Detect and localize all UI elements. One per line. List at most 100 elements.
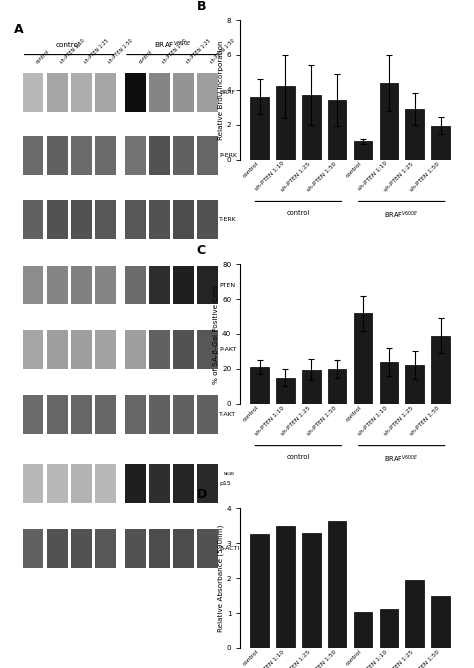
FancyBboxPatch shape <box>173 200 194 239</box>
Text: sh-PTEN 1:50: sh-PTEN 1:50 <box>107 38 134 64</box>
FancyBboxPatch shape <box>173 395 194 434</box>
FancyBboxPatch shape <box>125 464 146 503</box>
Y-axis label: Relative Absorbance (590nm): Relative Absorbance (590nm) <box>218 524 224 632</box>
Text: BRAF$^{V600E}$: BRAF$^{V600E}$ <box>384 454 419 466</box>
Text: β-ACTIN: β-ACTIN <box>219 546 245 551</box>
FancyBboxPatch shape <box>125 200 146 239</box>
FancyBboxPatch shape <box>149 200 170 239</box>
FancyBboxPatch shape <box>95 529 116 568</box>
FancyBboxPatch shape <box>173 266 194 305</box>
Text: B: B <box>196 0 206 13</box>
FancyBboxPatch shape <box>95 464 116 503</box>
Bar <box>328 520 346 648</box>
FancyBboxPatch shape <box>71 464 91 503</box>
FancyBboxPatch shape <box>197 73 218 112</box>
FancyBboxPatch shape <box>149 529 170 568</box>
FancyBboxPatch shape <box>197 136 218 174</box>
FancyBboxPatch shape <box>149 330 170 369</box>
FancyBboxPatch shape <box>23 73 44 112</box>
FancyBboxPatch shape <box>173 464 194 503</box>
Bar <box>328 100 346 160</box>
FancyBboxPatch shape <box>46 266 67 305</box>
Bar <box>354 313 372 403</box>
Bar <box>354 141 372 160</box>
Bar <box>302 370 320 403</box>
FancyBboxPatch shape <box>46 136 67 174</box>
Bar <box>380 362 398 403</box>
FancyBboxPatch shape <box>125 136 146 174</box>
FancyBboxPatch shape <box>71 330 91 369</box>
FancyBboxPatch shape <box>23 464 44 503</box>
FancyBboxPatch shape <box>46 395 67 434</box>
FancyBboxPatch shape <box>46 529 67 568</box>
FancyBboxPatch shape <box>46 330 67 369</box>
FancyBboxPatch shape <box>23 266 44 305</box>
FancyBboxPatch shape <box>125 266 146 305</box>
Text: p15: p15 <box>219 481 231 486</box>
FancyBboxPatch shape <box>71 200 91 239</box>
FancyBboxPatch shape <box>173 136 194 174</box>
FancyBboxPatch shape <box>23 136 44 174</box>
FancyBboxPatch shape <box>95 136 116 174</box>
Text: control: control <box>35 49 51 64</box>
FancyBboxPatch shape <box>95 330 116 369</box>
Text: control: control <box>56 42 81 48</box>
FancyBboxPatch shape <box>46 200 67 239</box>
Text: NK4B: NK4B <box>224 472 235 476</box>
Text: sh-PTEN 1:25: sh-PTEN 1:25 <box>83 38 110 64</box>
Bar <box>328 369 346 403</box>
FancyBboxPatch shape <box>173 330 194 369</box>
Text: BRAF$^{V600E}$: BRAF$^{V600E}$ <box>384 210 419 221</box>
Text: C: C <box>196 244 206 257</box>
Bar <box>250 534 269 648</box>
Text: BRAF$^{V600E}$: BRAF$^{V600E}$ <box>155 39 192 51</box>
FancyBboxPatch shape <box>149 136 170 174</box>
FancyBboxPatch shape <box>125 529 146 568</box>
Bar <box>302 533 320 648</box>
FancyBboxPatch shape <box>125 73 146 112</box>
Bar <box>380 83 398 160</box>
FancyBboxPatch shape <box>125 330 146 369</box>
Text: D: D <box>196 488 207 502</box>
Text: T-ERK: T-ERK <box>219 217 237 222</box>
FancyBboxPatch shape <box>125 395 146 434</box>
Text: P-ERK: P-ERK <box>219 152 237 158</box>
FancyBboxPatch shape <box>71 395 91 434</box>
Bar <box>302 95 320 160</box>
Bar <box>354 613 372 648</box>
Bar <box>431 126 450 160</box>
Bar <box>250 97 269 160</box>
FancyBboxPatch shape <box>46 464 67 503</box>
Text: sh-PTEN 1:10: sh-PTEN 1:10 <box>162 38 188 64</box>
FancyBboxPatch shape <box>23 330 44 369</box>
FancyBboxPatch shape <box>46 73 67 112</box>
FancyBboxPatch shape <box>23 200 44 239</box>
FancyBboxPatch shape <box>197 330 218 369</box>
Bar <box>276 377 295 403</box>
FancyBboxPatch shape <box>149 73 170 112</box>
FancyBboxPatch shape <box>173 73 194 112</box>
Text: control: control <box>137 49 153 64</box>
Bar <box>405 109 424 160</box>
Text: T-AKT: T-AKT <box>219 412 237 417</box>
Text: sh-PTEN 1:10: sh-PTEN 1:10 <box>59 38 86 64</box>
FancyBboxPatch shape <box>173 529 194 568</box>
Text: P-AKT: P-AKT <box>219 347 237 352</box>
Text: control: control <box>287 210 310 216</box>
Bar <box>380 609 398 648</box>
FancyBboxPatch shape <box>149 266 170 305</box>
FancyBboxPatch shape <box>95 200 116 239</box>
Text: A: A <box>14 23 24 36</box>
FancyBboxPatch shape <box>71 73 91 112</box>
Text: control: control <box>287 454 310 460</box>
Bar <box>276 526 295 648</box>
FancyBboxPatch shape <box>149 395 170 434</box>
FancyBboxPatch shape <box>23 395 44 434</box>
FancyBboxPatch shape <box>197 464 218 503</box>
FancyBboxPatch shape <box>149 464 170 503</box>
FancyBboxPatch shape <box>197 395 218 434</box>
Bar <box>250 367 269 403</box>
FancyBboxPatch shape <box>197 529 218 568</box>
FancyBboxPatch shape <box>95 73 116 112</box>
Text: PTEN: PTEN <box>219 283 236 287</box>
